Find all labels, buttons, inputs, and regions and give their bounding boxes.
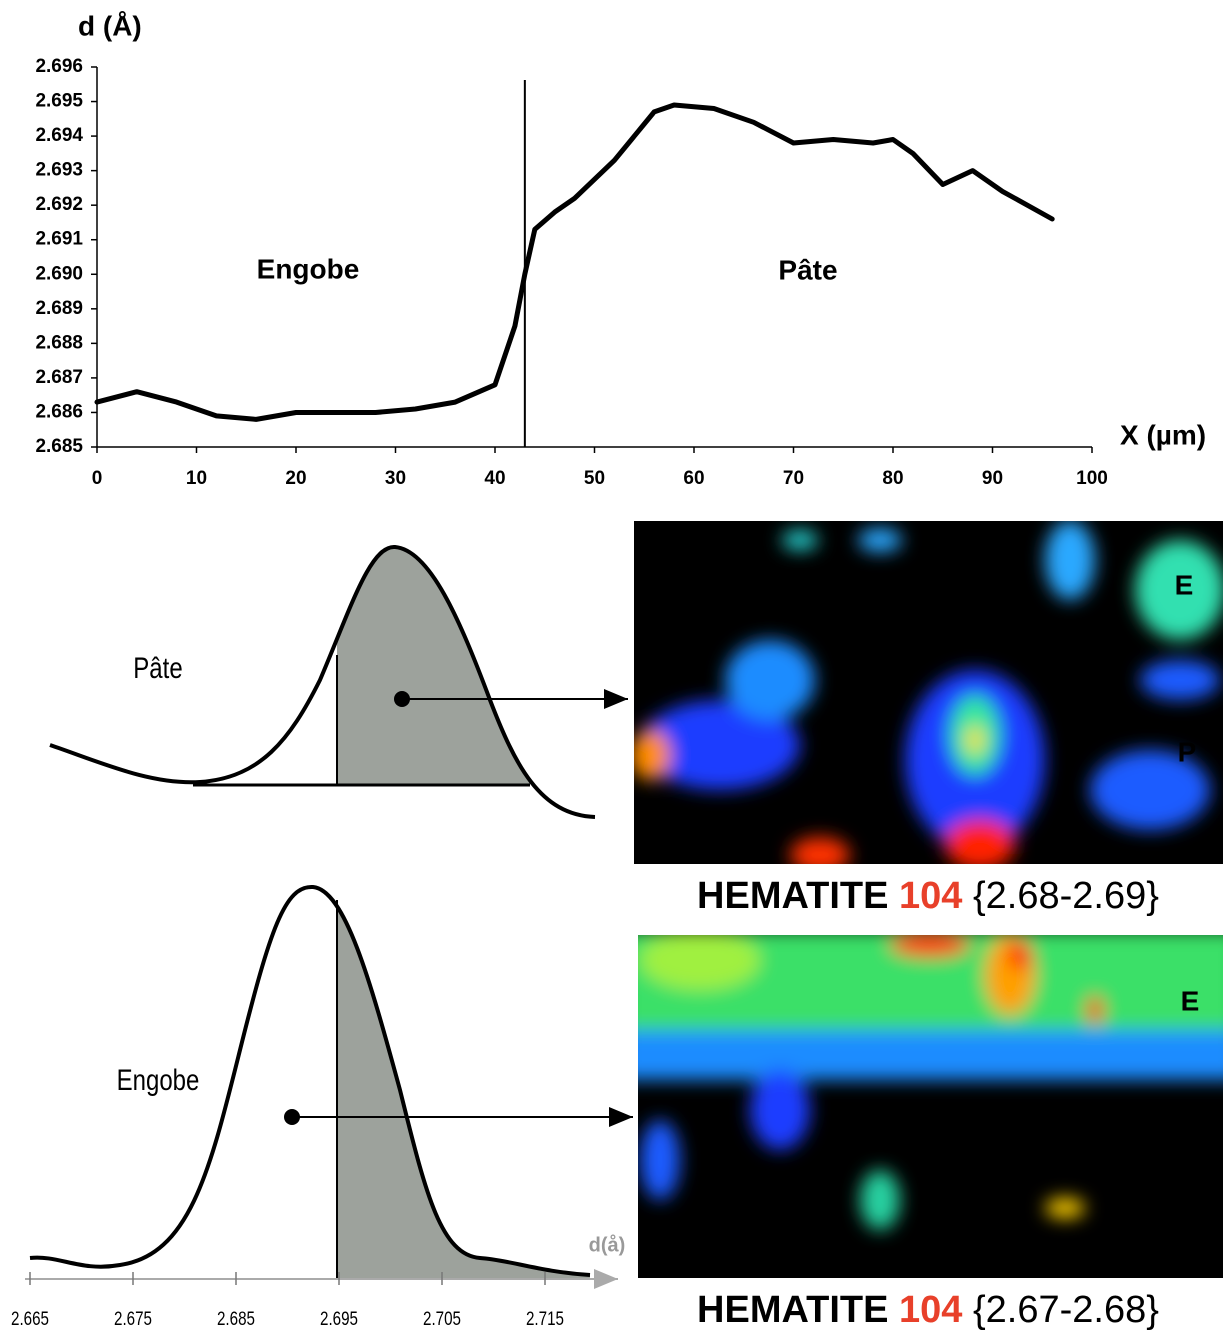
y-tick-label: 2.691 <box>35 229 83 250</box>
x-tick-label: 0 <box>92 468 103 489</box>
x-tick-label: 90 <box>982 468 1003 489</box>
map-label: P <box>1178 736 1197 767</box>
x-tick-label: 2.715 <box>526 1307 564 1329</box>
x-tick-label: 80 <box>882 468 903 489</box>
annotation: Pâte <box>778 254 837 285</box>
mineral: HEMATITE <box>697 1289 888 1331</box>
x-tick-label: 20 <box>285 468 306 489</box>
x-tick-label: 2.665 <box>11 1307 49 1329</box>
annotation: Engobe <box>257 253 360 284</box>
data-line <box>94 102 1055 422</box>
y-tick-label: 2.685 <box>35 436 83 457</box>
map-caption: HEMATITE 104 {2.67-2.68} <box>697 1289 1159 1331</box>
x-tick-label: 60 <box>683 468 704 489</box>
y-tick-label: 2.696 <box>35 56 83 77</box>
pate-distribution: Pâte <box>49 545 628 819</box>
x-tick-label: 2.695 <box>320 1307 358 1329</box>
x-tick-label: 2.685 <box>217 1307 255 1329</box>
reflection: 104 <box>899 875 962 917</box>
y-tick-label: 2.689 <box>35 298 83 319</box>
shaded-area <box>337 546 530 785</box>
range: {2.67-2.68} <box>973 1289 1159 1331</box>
mineral: HEMATITE <box>697 875 888 917</box>
y-tick-label: 2.693 <box>35 160 83 181</box>
x-tick-label: 2.705 <box>423 1307 461 1329</box>
engobe-distribution: Engobe d(å) <box>25 884 633 1289</box>
line-chart: 2.685 2.686 2.687 2.688 2.689 2.690 2.691 2.692… <box>35 56 1107 489</box>
y-tick-label: 2.687 <box>35 367 83 388</box>
map-label: P <box>1183 1149 1202 1180</box>
reflection: 104 <box>899 1289 962 1331</box>
map-label: E <box>1181 985 1200 1016</box>
axis-label: d(å) <box>589 1233 626 1256</box>
map-image <box>634 521 1223 864</box>
map-image <box>638 935 1223 1278</box>
curve-label: Engobe <box>117 1062 200 1096</box>
distribution-axis: 2.665 2.675 2.685 2.695 2.705 2.715 <box>11 1272 564 1329</box>
y-axis-label: d (Å) <box>78 10 142 41</box>
x-tick-label: 50 <box>584 468 605 489</box>
y-tick-label: 2.695 <box>35 91 83 112</box>
curve <box>29 884 591 1277</box>
y-tick-label: 2.688 <box>35 332 83 353</box>
x-tick-label: 2.675 <box>114 1307 152 1329</box>
x-axis-label: X (µm) <box>1120 419 1206 450</box>
y-tick-label: 2.690 <box>35 263 83 284</box>
shaded-area <box>337 906 590 1279</box>
x-tick-label: 70 <box>783 468 804 489</box>
y-tick-label: 2.686 <box>35 401 83 422</box>
range: {2.68-2.69} <box>973 875 1159 917</box>
y-tick-label: 2.692 <box>35 194 83 215</box>
map-label: E <box>1175 569 1194 600</box>
y-tick-label: 2.694 <box>35 125 83 146</box>
curve <box>49 545 596 819</box>
x-tick-label: 10 <box>186 468 207 489</box>
map-caption: HEMATITE 104 {2.68-2.69} <box>697 875 1159 917</box>
x-tick-label: 40 <box>484 468 505 489</box>
x-tick-label: 30 <box>385 468 406 489</box>
x-tick-label: 100 <box>1076 468 1108 489</box>
curve-label: Pâte <box>133 650 182 684</box>
